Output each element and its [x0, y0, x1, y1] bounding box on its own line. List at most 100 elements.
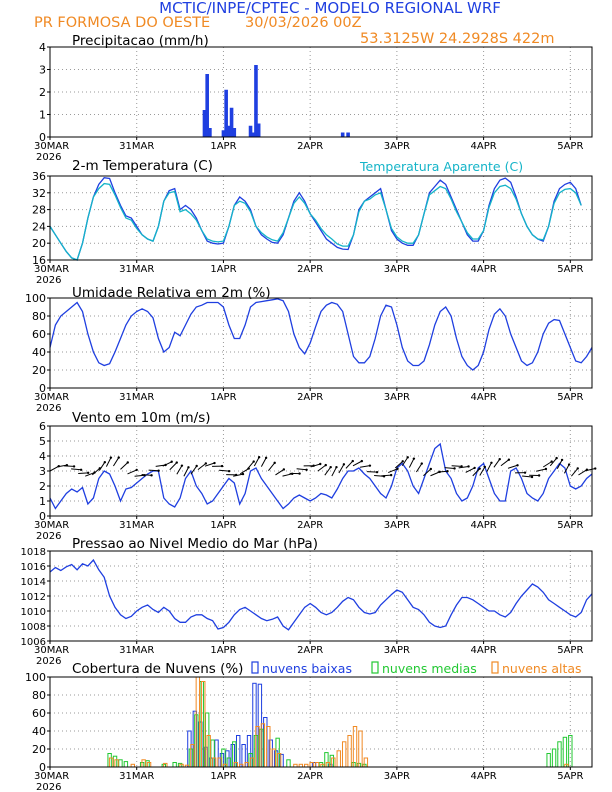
wind-arrow [91, 467, 101, 476]
wind-arrow [381, 474, 392, 477]
y-tick-label: 100 [25, 671, 46, 684]
y-tick-label: 20 [32, 743, 46, 756]
wind-arrow-head [537, 474, 541, 477]
panel-5: 1006 1008 1010 1012 1014 1016 1018 30MAR 31MAR 1A… [21, 536, 593, 667]
x-tick-label: 1APR [210, 771, 236, 782]
x-tick-label: 5APR [557, 392, 583, 403]
wind-arrow-head [498, 457, 501, 461]
x-tick-label: 2APR [297, 141, 323, 152]
wind-arrow [253, 456, 260, 467]
x-tick-label: 30MAR [34, 645, 69, 656]
x-tick-label: 4APR [471, 392, 497, 403]
cloud-bar-green [286, 759, 291, 768]
wind-arrow [388, 468, 398, 474]
wind-arrow-head [273, 461, 276, 465]
y-tick-label: 40 [32, 346, 46, 359]
y-tick-label: 0 [39, 510, 46, 523]
panel-frame [49, 676, 593, 768]
wind-arrow-head [72, 465, 76, 468]
wind-arrow [437, 470, 448, 473]
wind-arrow-head [550, 460, 553, 463]
wind-arrow [401, 457, 409, 467]
wind-arrow-head [117, 456, 120, 459]
wind-arrow-head [368, 464, 372, 467]
x-tick-label: 5APR [557, 520, 583, 531]
wind-arrow [310, 463, 321, 468]
wind-arrow [64, 465, 75, 467]
wind-arrow-head [157, 469, 160, 472]
wind-arrow-head [264, 456, 268, 460]
panel-4: 0 1 2 3 4 5 6 30MAR 31MAR 1APR 2APR 3APR 4APR 5APR 202… [34, 410, 597, 542]
y-tick-label: 20 [32, 364, 46, 377]
x-tick-label: 2APR [297, 392, 323, 403]
y-tick-label: 5 [39, 435, 46, 448]
cloud-bar-orange [347, 735, 352, 768]
legend-swatch-blue [251, 661, 259, 674]
y-tick-label: 4 [39, 450, 46, 463]
wind-arrow-head [478, 467, 481, 470]
y-tick-label: 6 [39, 420, 46, 433]
y-tick-label: 3 [39, 465, 46, 478]
wind-arrow [112, 457, 120, 467]
cloud-bar-green [546, 753, 551, 768]
wind-arrow-head [420, 462, 423, 465]
x-year-label: 2026 [36, 152, 61, 163]
run-time-label: 30/03/2026 00Z [245, 15, 362, 31]
y-tick-label: 28 [32, 204, 46, 217]
x-tick-label: 31MAR [119, 645, 154, 656]
cloud-bar-green [172, 762, 177, 768]
y-tick-label: 36 [32, 170, 46, 183]
wind-arrow [549, 457, 557, 467]
wind-arrow [183, 467, 189, 477]
wind-arrow [190, 465, 198, 475]
panel-frame [49, 175, 593, 261]
wind-arrow-head [389, 473, 393, 477]
x-year-label: 2026 [36, 531, 61, 542]
x-tick-label: 31MAR [119, 141, 154, 152]
wind-arrow-head [375, 470, 379, 474]
wind-arrow [317, 464, 327, 472]
wind-arrow-head [446, 470, 449, 473]
coordinates-label: 53.3125W 24.2928S 422m [360, 31, 554, 47]
cloud-bar-orange [341, 741, 347, 768]
location-label: PR FORMOSA DO OESTE [34, 15, 210, 31]
wind-arrow-head [576, 467, 579, 470]
wind-arrow [507, 464, 518, 469]
x-tick-label: 3APR [384, 392, 410, 403]
panel-title: Vento em 10m (m/s) [72, 410, 211, 426]
legend-apparent-temperature: Temperatura Aparente (C) [359, 159, 523, 174]
cloud-bar-orange [352, 726, 358, 768]
wind-arrow [324, 466, 332, 476]
x-tick-label: 1APR [210, 141, 236, 152]
cloud-bar-green [557, 741, 562, 768]
y-tick-label: 60 [32, 328, 46, 341]
precip-bar [340, 132, 345, 137]
y-tick-label: 4 [39, 41, 46, 54]
series-line-umidade [49, 298, 593, 371]
wind-arrow [493, 458, 501, 468]
x-year-label: 2026 [36, 403, 61, 414]
y-tick-label: 0 [39, 382, 46, 395]
panel-title: 2-m Temperatura (C) [72, 158, 213, 174]
wind-arrow [465, 467, 475, 473]
wind-arrow [486, 462, 492, 472]
x-tick-label: 4APR [471, 645, 497, 656]
wind-arrow [204, 462, 215, 467]
wind-arrow [268, 462, 276, 471]
wind-arrow-head [305, 468, 308, 471]
wind-arrow [275, 469, 285, 476]
x-tick-label: 30MAR [34, 520, 69, 531]
wind-arrow-head [252, 460, 255, 463]
wind-arrow-head [135, 468, 138, 472]
panel-1: 0 1 2 3 4 30MAR 31MAR 1APR 2APR 3APR 4APR 5APR 2026 P… [34, 33, 593, 163]
wind-arrow [246, 461, 255, 470]
x-tick-label: 4APR [471, 520, 497, 531]
wind-arrow [85, 472, 95, 477]
y-tick-label: 60 [32, 707, 46, 720]
wind-arrow [563, 464, 570, 474]
x-year-label: 2026 [36, 275, 61, 286]
y-tick-label: 40 [32, 725, 46, 738]
wind-arrow-head [483, 465, 487, 469]
